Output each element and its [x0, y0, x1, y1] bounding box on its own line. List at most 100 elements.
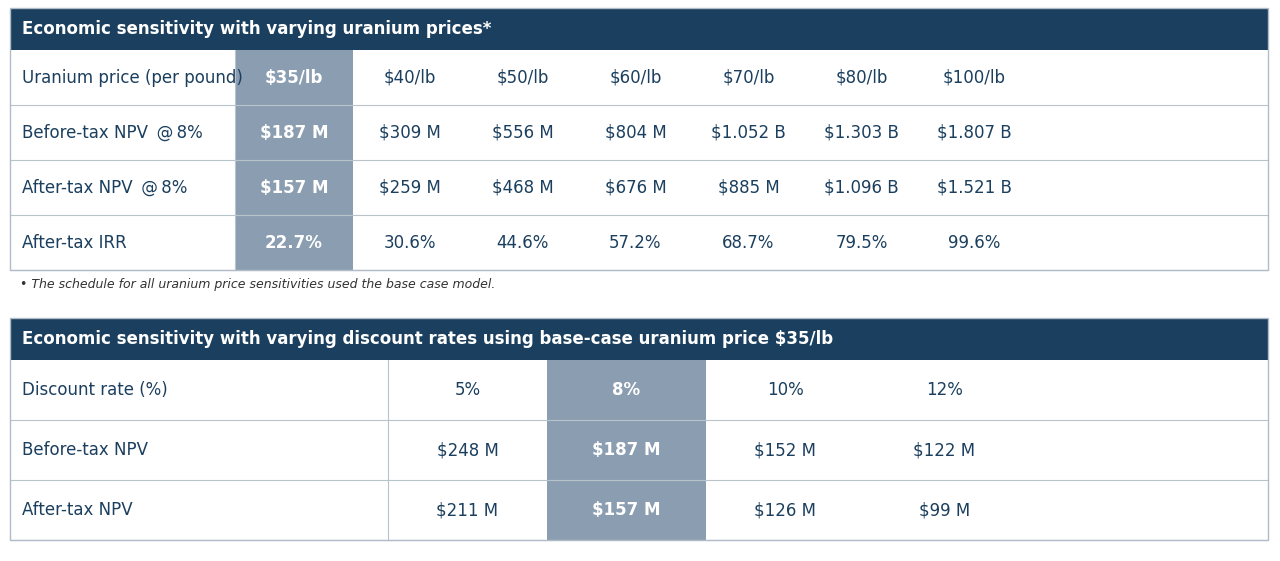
Bar: [353, 50, 466, 105]
Text: $122 M: $122 M: [914, 441, 975, 459]
Text: $1.052 B: $1.052 B: [712, 123, 786, 141]
Text: $1.096 B: $1.096 B: [824, 178, 899, 196]
Bar: [918, 105, 1030, 160]
Bar: [10, 50, 236, 105]
Text: 10%: 10%: [767, 381, 804, 399]
Text: $248 M: $248 M: [436, 441, 498, 459]
Text: $99 M: $99 M: [919, 501, 970, 519]
Text: $676 M: $676 M: [604, 178, 667, 196]
Text: $187 M: $187 M: [593, 441, 660, 459]
Text: $885 M: $885 M: [718, 178, 780, 196]
Text: $40/lb: $40/lb: [383, 68, 435, 86]
Bar: [236, 50, 353, 105]
Text: Uranium price (per pound): Uranium price (per pound): [22, 68, 243, 86]
Text: Economic sensitivity with varying discount rates using base-case uranium price $: Economic sensitivity with varying discou…: [22, 330, 833, 348]
Text: $259 M: $259 M: [379, 178, 440, 196]
Text: $187 M: $187 M: [260, 123, 328, 141]
Bar: [805, 215, 918, 270]
Bar: [10, 8, 1268, 270]
Bar: [10, 360, 388, 420]
Text: 22.7%: 22.7%: [265, 233, 323, 251]
Text: 57.2%: 57.2%: [609, 233, 662, 251]
Text: 79.5%: 79.5%: [836, 233, 888, 251]
Bar: [579, 50, 692, 105]
Bar: [353, 215, 466, 270]
Text: After-tax NPV: After-tax NPV: [22, 501, 133, 519]
Text: $1.807 B: $1.807 B: [937, 123, 1011, 141]
Bar: [692, 50, 805, 105]
Bar: [865, 360, 1024, 420]
Text: Economic sensitivity with varying uranium prices*: Economic sensitivity with varying uraniu…: [22, 20, 492, 38]
Text: $1.521 B: $1.521 B: [937, 178, 1012, 196]
Bar: [692, 215, 805, 270]
Bar: [547, 360, 707, 420]
Bar: [547, 420, 707, 480]
Bar: [466, 105, 579, 160]
Bar: [547, 480, 707, 540]
Text: $60/lb: $60/lb: [609, 68, 662, 86]
Text: $152 M: $152 M: [754, 441, 817, 459]
Text: $309 M: $309 M: [379, 123, 440, 141]
Text: $100/lb: $100/lb: [943, 68, 1006, 86]
Bar: [865, 480, 1024, 540]
Text: After-tax IRR: After-tax IRR: [22, 233, 127, 251]
Text: $157 M: $157 M: [260, 178, 328, 196]
Bar: [579, 160, 692, 215]
Text: $1.303 B: $1.303 B: [824, 123, 899, 141]
Text: $157 M: $157 M: [593, 501, 660, 519]
Text: After-tax NPV  @ 8%: After-tax NPV @ 8%: [22, 178, 187, 196]
Text: $468 M: $468 M: [492, 178, 553, 196]
Bar: [353, 105, 466, 160]
Bar: [692, 160, 805, 215]
Bar: [388, 420, 547, 480]
Bar: [10, 160, 236, 215]
Bar: [10, 480, 388, 540]
Text: $35/lb: $35/lb: [265, 68, 323, 86]
Bar: [236, 215, 353, 270]
Bar: [353, 160, 466, 215]
Bar: [466, 50, 579, 105]
Text: 30.6%: 30.6%: [383, 233, 435, 251]
Bar: [466, 160, 579, 215]
Text: $126 M: $126 M: [754, 501, 817, 519]
Bar: [10, 318, 1268, 360]
Bar: [236, 105, 353, 160]
Bar: [805, 160, 918, 215]
Bar: [236, 160, 353, 215]
Bar: [10, 215, 236, 270]
Text: • The schedule for all uranium price sensitivities used the base case model.: • The schedule for all uranium price sen…: [12, 278, 495, 291]
Bar: [388, 480, 547, 540]
Bar: [918, 50, 1030, 105]
Text: 44.6%: 44.6%: [497, 233, 549, 251]
Bar: [10, 420, 388, 480]
Bar: [707, 420, 865, 480]
Text: $556 M: $556 M: [492, 123, 553, 141]
Text: Before-tax NPV: Before-tax NPV: [22, 441, 148, 459]
Bar: [692, 105, 805, 160]
Bar: [466, 215, 579, 270]
Text: $70/lb: $70/lb: [722, 68, 774, 86]
Bar: [388, 360, 547, 420]
Bar: [805, 50, 918, 105]
Bar: [918, 215, 1030, 270]
Text: Discount rate (%): Discount rate (%): [22, 381, 168, 399]
Bar: [10, 8, 1268, 50]
Bar: [10, 105, 236, 160]
Text: Before-tax NPV  @ 8%: Before-tax NPV @ 8%: [22, 123, 202, 141]
Text: $804 M: $804 M: [604, 123, 667, 141]
Text: 99.6%: 99.6%: [948, 233, 1001, 251]
Bar: [805, 105, 918, 160]
Bar: [918, 160, 1030, 215]
Text: 5%: 5%: [454, 381, 480, 399]
Text: 68.7%: 68.7%: [722, 233, 774, 251]
Bar: [579, 105, 692, 160]
Bar: [865, 420, 1024, 480]
Bar: [10, 318, 1268, 540]
Text: $80/lb: $80/lb: [836, 68, 888, 86]
Bar: [707, 480, 865, 540]
Bar: [707, 360, 865, 420]
Text: 12%: 12%: [925, 381, 963, 399]
Text: 8%: 8%: [612, 381, 640, 399]
Bar: [579, 215, 692, 270]
Text: $50/lb: $50/lb: [497, 68, 549, 86]
